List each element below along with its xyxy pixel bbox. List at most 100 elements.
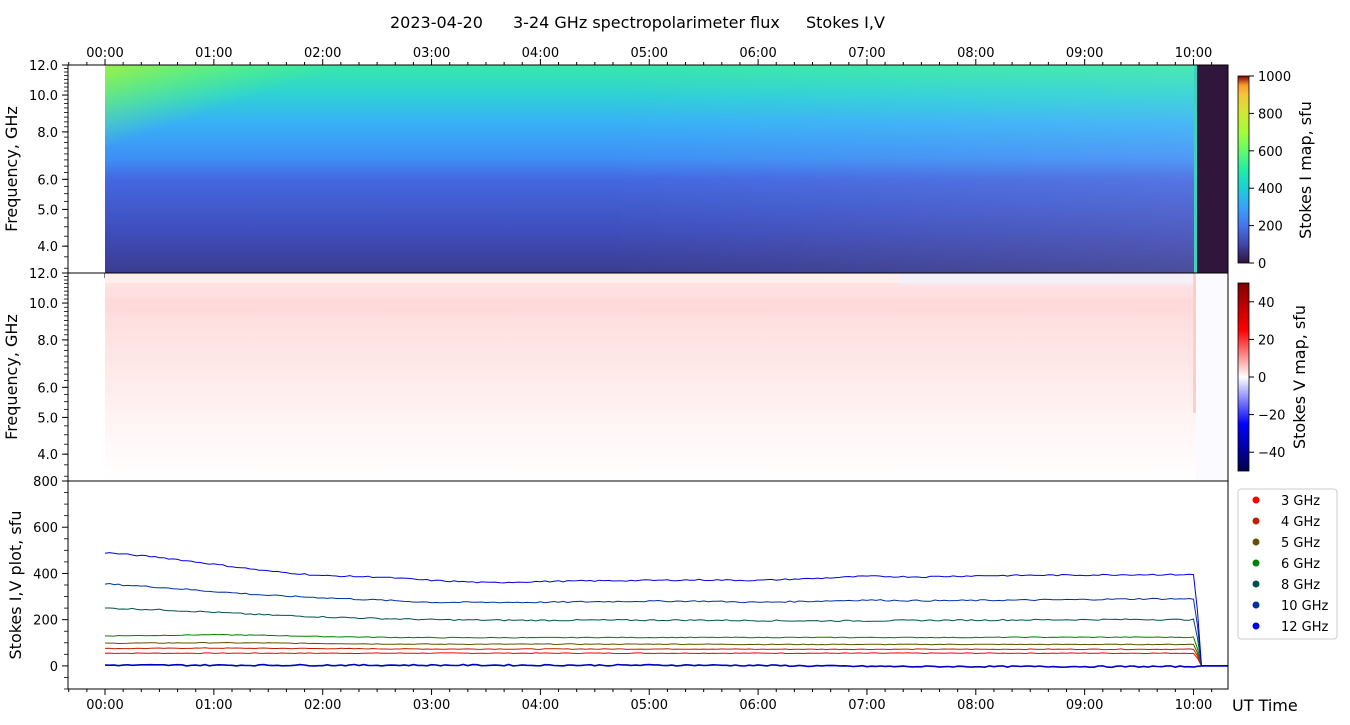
- bottom-x-tick-label: 06:00: [739, 698, 776, 713]
- legend-label: 10 GHz: [1281, 599, 1329, 614]
- freq-y-tick-label: 5.0: [37, 411, 58, 426]
- top-x-tick-label: 07:00: [848, 46, 885, 61]
- stokes-v-colorbar-bar: [1237, 282, 1250, 472]
- series-line-4-ghz: [104, 647, 1228, 667]
- colorbar-tick-label: 1000: [1258, 70, 1291, 85]
- colorbar-tick-label: 0: [1258, 371, 1266, 386]
- series-line-stokes-v: [104, 663, 1228, 669]
- stokes-iv-y-tick-label: 600: [33, 521, 58, 536]
- title-text: 3-24 GHz spectropolarimeter flux: [513, 13, 780, 32]
- top-x-tick-label: 09:00: [1066, 46, 1103, 61]
- stokes-v-band: [105, 298, 1196, 316]
- freq-y-tick-label: 10.0: [29, 297, 58, 312]
- colorbar-tick-label: 400: [1258, 182, 1283, 197]
- top-x-tick-label: 03:00: [413, 46, 450, 61]
- stokes-i-nodata: [1197, 65, 1228, 273]
- top-x-tick-label: 04:00: [522, 46, 559, 61]
- series-line-3-ghz: [104, 652, 1228, 667]
- legend-marker: [1252, 538, 1260, 546]
- freq-y-tick-label: 6.0: [37, 173, 58, 188]
- top-x-tick-label: 05:00: [631, 46, 668, 61]
- stokes-iv-y-ticks: 800 600 400 200 0: [33, 475, 68, 690]
- legend-label: 6 GHz: [1281, 557, 1320, 572]
- colorbar-tick-label: −40: [1258, 446, 1285, 461]
- bottom-x-tick-label: 01:00: [195, 698, 232, 713]
- freq-y-tick-label: 5.0: [37, 203, 58, 218]
- top-x-tick-label: 01:00: [195, 46, 232, 61]
- stokes-iv-plot-area: [68, 481, 1228, 689]
- legend-label: 4 GHz: [1281, 515, 1320, 530]
- bottom-x-tick-label: 09:00: [1066, 698, 1103, 713]
- freq-y-tick-label: 6.0: [37, 381, 58, 396]
- stokes-iv-y-tick-label: 400: [33, 567, 58, 582]
- stokes-v-edge: [1193, 273, 1196, 413]
- legend-marker: [1252, 559, 1260, 567]
- stokes-v-ylabel: Frequency, GHz: [2, 314, 21, 440]
- series-line-12-ghz: [104, 552, 1228, 667]
- bottom-x-tick-label: 10:00: [1175, 698, 1212, 713]
- stokes-iv-y-tick-label: 0: [50, 660, 58, 675]
- top-x-tick-label: 10:00: [1175, 46, 1212, 61]
- title-date: 2023-04-20: [390, 13, 483, 32]
- bottom-x-tick-label: 07:00: [848, 698, 885, 713]
- series-line-8-ghz: [105, 607, 1228, 667]
- top-x-tick-label: 00:00: [86, 46, 123, 61]
- stokes-i-fade: [600, 65, 1196, 273]
- bottom-x-tick-label: 05:00: [631, 698, 668, 713]
- bottom-x-tick-label: 04:00: [522, 698, 559, 713]
- colorbar-tick-label: 20: [1258, 333, 1275, 348]
- colorbar-tick-label: 800: [1258, 107, 1283, 122]
- legend-marker: [1252, 517, 1260, 525]
- stokes-i-colorbar-label: Stokes I map, sfu: [1296, 101, 1315, 239]
- freq-y-tick-label: 10.0: [29, 89, 58, 104]
- stokes-iv-panel: 800 600 400 200 0 00:00 01:00 02:00 03:00 04:00 0…: [6, 475, 1298, 715]
- legend-marker: [1252, 601, 1260, 609]
- bottom-x-tick-label: 02:00: [304, 698, 341, 713]
- stokes-v-top: [105, 273, 1196, 283]
- stokes-i-colorbar-bar: [1237, 75, 1250, 264]
- stokes-iv-y-tick-label: 800: [33, 475, 58, 490]
- stokes-v-colorbar-label: Stokes V map, sfu: [1290, 305, 1309, 449]
- top-x-tick-label: 06:00: [739, 46, 776, 61]
- series-line-10-ghz: [104, 582, 1228, 667]
- legend-marker: [1252, 496, 1260, 504]
- series-line-5-ghz: [104, 641, 1228, 667]
- title-stokes: Stokes I,V: [806, 13, 885, 32]
- freq-y-tick-label: 8.0: [37, 126, 58, 141]
- colorbar-tick-label: 200: [1258, 220, 1283, 235]
- stokes-i-y-ticks: 12.0 10.0 8.0 6.0 5.0 4.0: [29, 59, 68, 269]
- legend-label: 3 GHz: [1281, 494, 1320, 509]
- stokes-i-edge: [1194, 65, 1197, 273]
- legend: 3 GHz 4 GHz 5 GHz 6 GHz 8 GHz 10 GHz 12 GHz: [1237, 488, 1338, 640]
- stokes-iv-lines: [104, 552, 1228, 669]
- legend-label: 5 GHz: [1281, 536, 1320, 551]
- legend-marker: [1252, 580, 1260, 588]
- legend-label: 8 GHz: [1281, 578, 1320, 593]
- bottom-x-tick-label: 00:00: [86, 698, 123, 713]
- stokes-v-colorbar: 40 20 0 −20 −40 Stokes V map, sfu: [1237, 282, 1309, 472]
- stokes-v-blue-tint: [900, 273, 1196, 285]
- stokes-v-nodata: [1196, 273, 1228, 481]
- colorbar-tick-label: 40: [1258, 296, 1275, 311]
- colorbar-tick-label: 0: [1258, 257, 1266, 272]
- stokes-iv-y-tick-label: 200: [33, 614, 58, 629]
- bottom-x-tick-label: 08:00: [957, 698, 994, 713]
- legend-frame: [1237, 488, 1338, 640]
- freq-y-tick-label: 12.0: [29, 267, 58, 282]
- bottom-x-tick-label: 03:00: [413, 698, 450, 713]
- legend-label: 12 GHz: [1281, 620, 1329, 635]
- top-x-tick-label: 08:00: [957, 46, 994, 61]
- legend-marker: [1252, 622, 1260, 630]
- stokes-i-colorbar-ticks: 1000 800 600 400 200 0: [1249, 70, 1291, 272]
- stokes-v-y-ticks: 12.0 10.0 8.0 6.0 5.0 4.0: [29, 267, 68, 477]
- freq-y-tick-label: 4.0: [37, 448, 58, 463]
- stokes-v-colorbar-ticks: 40 20 0 −20 −40: [1249, 296, 1285, 461]
- colorbar-tick-label: −20: [1258, 409, 1285, 424]
- freq-y-tick-label: 4.0: [37, 240, 58, 255]
- figure-title: 2023-04-20 3-24 GHz spectropolarimeter f…: [390, 13, 885, 32]
- x-axis-label: UT Time: [1232, 696, 1298, 715]
- stokes-i-colorbar: 1000 800 600 400 200 0 Stokes I map, sfu: [1237, 70, 1315, 272]
- stokes-v-panel: 12.0 10.0 8.0 6.0 5.0 4.0 Frequency, GHz: [2, 267, 1229, 482]
- stokes-i-panel: 00:00 01:00 02:00 03:00 04:00 05:00 06:00 07:00…: [2, 46, 1229, 486]
- colorbar-tick-label: 600: [1258, 145, 1283, 160]
